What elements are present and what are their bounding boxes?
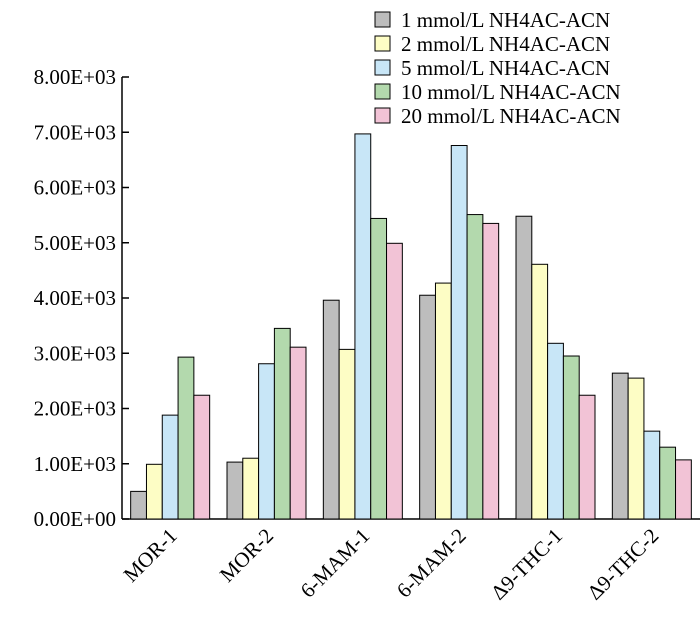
- legend-label: 10 mmol/L NH4AC-ACN: [401, 80, 621, 104]
- bar: [434, 282, 452, 520]
- bar: [354, 133, 372, 520]
- bar: [161, 414, 179, 520]
- legend-label: 2 mmol/L NH4AC-ACN: [401, 32, 610, 56]
- y-tick-label: 4.00E+03: [34, 286, 116, 310]
- legend-swatch: [374, 35, 391, 52]
- legend-swatch: [374, 11, 391, 28]
- bar: [466, 214, 484, 520]
- bar: [627, 377, 645, 520]
- y-tick-label: 5.00E+03: [34, 231, 116, 255]
- x-tick-label: Δ9-THC-2: [582, 524, 663, 605]
- y-tick-label: 1.00E+03: [34, 452, 116, 476]
- bar: [611, 372, 629, 520]
- bar: [193, 394, 211, 520]
- y-tick-label: 3.00E+03: [34, 341, 116, 365]
- bar: [177, 356, 195, 520]
- x-tick-label: MOR-1: [119, 524, 182, 587]
- y-tick-label: 0.00E+00: [34, 507, 116, 531]
- x-tick-label: Δ9-THC-1: [486, 524, 567, 605]
- legend-label: 20 mmol/L NH4AC-ACN: [401, 104, 621, 128]
- y-tick-label: 8.00E+03: [34, 65, 116, 89]
- bar: [531, 263, 549, 520]
- bar: [578, 394, 596, 520]
- bar: [258, 363, 275, 520]
- legend-label: 5 mmol/L NH4AC-ACN: [401, 56, 610, 80]
- bar: [450, 145, 468, 520]
- y-tick-label: 6.00E+03: [34, 176, 116, 200]
- bar: [370, 217, 388, 520]
- bar: [643, 430, 661, 520]
- x-tick-label: MOR-2: [215, 524, 278, 587]
- bar: [482, 222, 500, 520]
- bar: [242, 457, 260, 520]
- bar: [386, 242, 403, 520]
- bar: [273, 327, 291, 520]
- x-tick-label: 6-MAM-2: [392, 524, 471, 603]
- bar: [338, 348, 356, 520]
- legend-swatch: [374, 83, 391, 100]
- bar: [322, 299, 340, 520]
- bar: [289, 346, 307, 520]
- bar: [675, 459, 692, 520]
- y-ticks: 0.00E+00 1.00E+03 2.00E+03 3.00E+03 4.00E+03…: [34, 65, 129, 531]
- y-tick-label: 7.00E+03: [34, 120, 116, 144]
- bar: [226, 461, 244, 520]
- legend-swatch: [374, 59, 391, 76]
- bar: [562, 355, 580, 520]
- x-tick-labels: MOR-1 MOR-2 6-MAM-1 6-MAM-2 Δ9-THC-1 Δ9-THC-2: [119, 524, 664, 605]
- bar: [547, 342, 564, 520]
- y-tick-label: 2.00E+03: [34, 397, 116, 421]
- bar: [659, 446, 677, 520]
- legend-label: 1 mmol/L NH4AC-ACN: [401, 8, 610, 32]
- bar: [145, 463, 163, 520]
- x-tick-label: 6-MAM-1: [296, 524, 375, 603]
- bar: [515, 215, 533, 520]
- bar: [130, 490, 147, 520]
- bar: [419, 294, 436, 520]
- bars: [130, 133, 692, 520]
- legend-swatch: [374, 107, 391, 124]
